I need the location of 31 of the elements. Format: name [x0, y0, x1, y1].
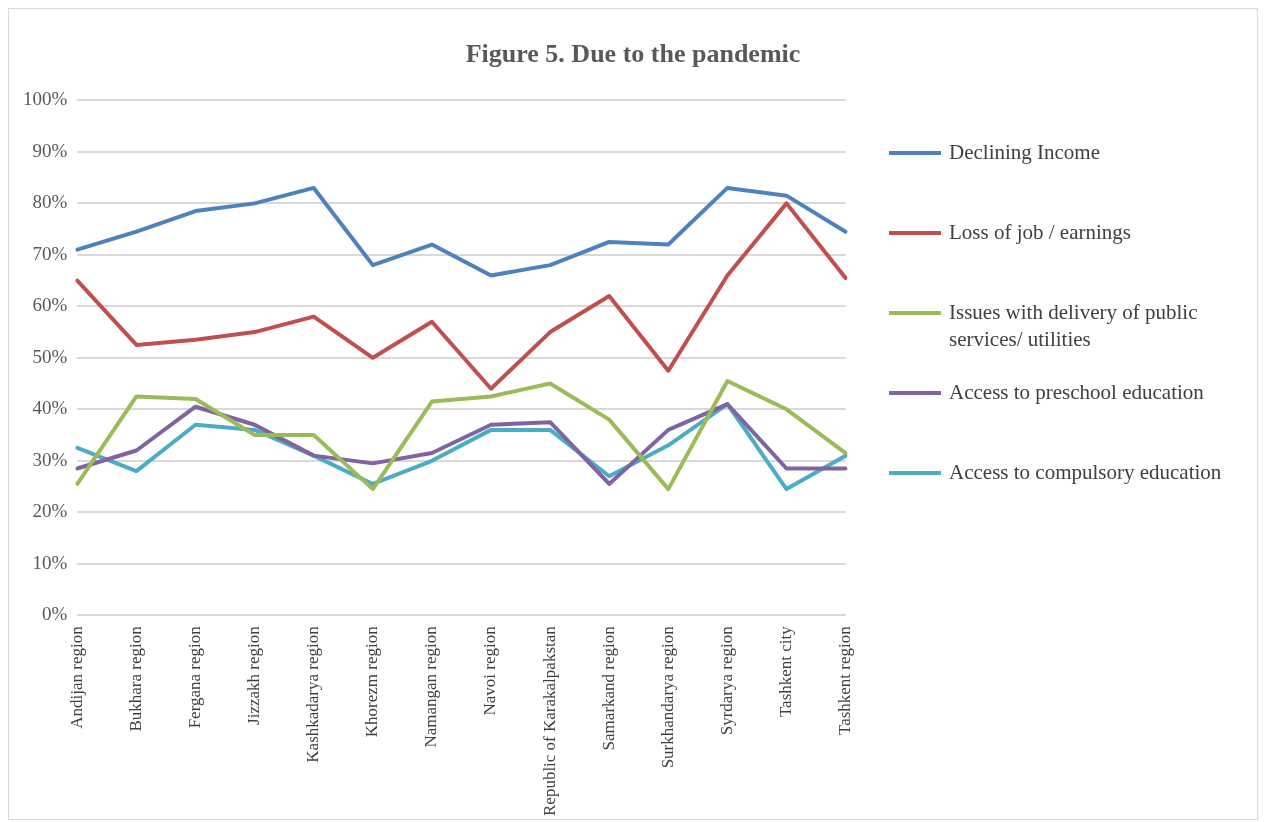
- y-tick-label: 70%: [32, 242, 68, 264]
- x-tick-label: Surkhandarya region: [657, 625, 677, 769]
- x-tick-label: Jizzakh region: [244, 625, 264, 725]
- y-tick-label: 90%: [32, 139, 68, 161]
- chart-title: Figure 5. Due to the pandemic: [464, 38, 802, 70]
- x-tick-label: Syrdarya region: [716, 625, 736, 736]
- legend-label: Access to compulsory education: [949, 459, 1222, 486]
- legend-label: Issues with delivery of public services/ utilities: [949, 299, 1199, 353]
- x-tick-label: Republic of Karakalpakstan: [539, 625, 559, 816]
- legend-label: Loss of job / earnings: [949, 219, 1131, 246]
- x-tick-label: Andijan region: [66, 625, 86, 729]
- x-tick-label: Namangan region: [421, 625, 441, 748]
- y-tick-label: 60%: [32, 294, 68, 316]
- x-tick-label: Tashkent region: [835, 625, 855, 736]
- x-tick-label: Navoi region: [480, 625, 500, 716]
- y-tick-label: 40%: [32, 397, 68, 419]
- x-tick-label: Samarkand region: [598, 625, 618, 751]
- y-tick-label: 50%: [32, 345, 68, 367]
- legend-label: Declining Income: [949, 139, 1101, 166]
- y-tick-label: 30%: [32, 448, 68, 470]
- legend-label: Access to preschool education: [949, 379, 1204, 406]
- y-tick-label: 0%: [42, 603, 68, 625]
- y-tick-label: 100%: [23, 88, 68, 110]
- y-tick-label: 80%: [32, 191, 68, 213]
- y-tick-label: 20%: [32, 500, 68, 522]
- x-tick-label: Kashkadarya region: [303, 625, 323, 763]
- x-tick-label: Khorezm region: [362, 625, 382, 738]
- y-tick-label: 10%: [32, 551, 68, 573]
- x-tick-label: Fergana region: [184, 625, 204, 729]
- x-tick-label: Tashkent city: [775, 625, 795, 718]
- x-tick-label: Bukhara region: [125, 625, 145, 732]
